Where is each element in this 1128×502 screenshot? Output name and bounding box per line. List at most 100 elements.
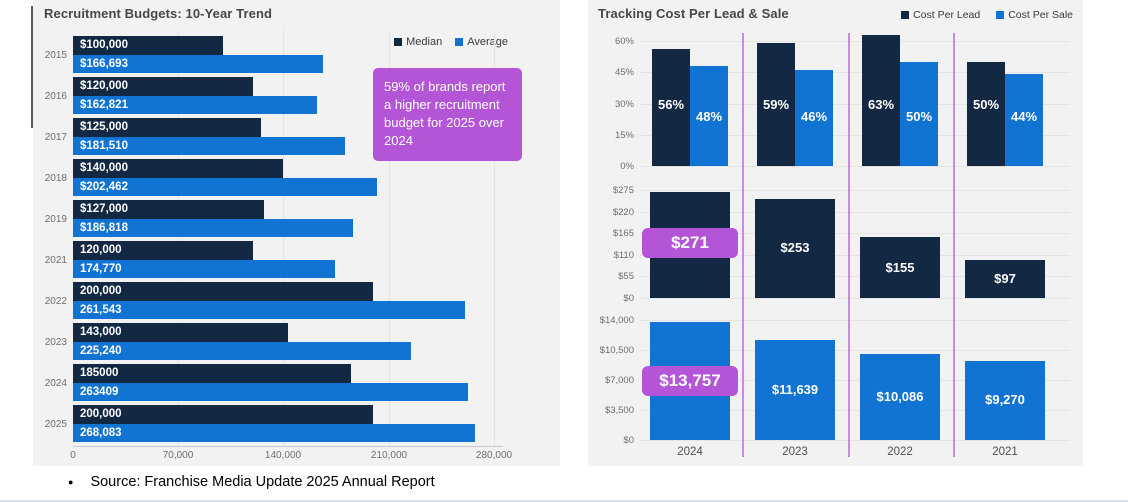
legend-label: Average — [467, 36, 508, 48]
bar-value-label: 263409 — [80, 385, 119, 398]
gridline — [494, 30, 495, 446]
year-label: 2015 — [44, 49, 67, 61]
left-chart-title: Recruitment Budgets: 10-Year Trend — [44, 6, 273, 21]
x-category-label: 2021 — [992, 446, 1018, 458]
right-chart-legend: Cost Per Lead Cost Per Sale — [901, 9, 1073, 21]
cost-per-lead-sale-chart: Tracking Cost Per Lead & Sale Cost Per L… — [588, 0, 1083, 466]
bar-value-label: 63% — [867, 97, 895, 112]
gridline — [389, 30, 390, 446]
source-text: Source: Franchise Media Update 2025 Annu… — [90, 474, 435, 490]
bar-median-2019 — [73, 200, 264, 219]
x-tick-label: 280,000 — [475, 450, 513, 461]
bar-value-label: 261,543 — [80, 303, 122, 316]
bar-value-label: $253 — [780, 240, 810, 256]
bar-median-2022 — [73, 282, 373, 301]
legend-item-median: Median — [394, 36, 442, 48]
bar-value-label: $11,639 — [771, 382, 819, 398]
bar-value-label: $100,000 — [80, 39, 128, 51]
bar-lead-2023 — [757, 43, 795, 166]
bar-value-label: $202,462 — [80, 180, 128, 193]
y-tick-label: $165 — [612, 228, 634, 240]
year-label: 2025 — [44, 418, 67, 430]
bar-value-label: $181,510 — [80, 139, 128, 152]
bar-median-2024 — [73, 364, 351, 383]
legend-label: Median — [406, 36, 443, 48]
bar-average-2017 — [73, 136, 346, 155]
bar-value-label: 50% — [972, 97, 1000, 112]
legend-swatch-icon — [394, 38, 403, 46]
x-tick-label: 0 — [70, 450, 76, 461]
y-tick-label: $55 — [618, 271, 634, 283]
x-axis-line — [73, 446, 503, 447]
bar-value-label: 225,240 — [80, 344, 122, 357]
bar-value-label: 200,000 — [80, 285, 122, 297]
bar-value-label: $120,000 — [80, 80, 128, 92]
bar-value-label: $162,821 — [80, 98, 128, 111]
y-tick-label: 0% — [620, 161, 634, 172]
gridline — [640, 190, 1070, 191]
source-note: ● Source: Franchise Media Update 2025 An… — [68, 474, 435, 490]
bar-average-2015 — [73, 54, 324, 73]
bar-average-2022 — [73, 300, 466, 319]
bar-lead-2021 — [967, 61, 1005, 166]
bar-average-2025 — [73, 423, 476, 442]
year-label: 2024 — [44, 377, 67, 389]
bar-average-2023 — [73, 341, 411, 360]
bar-median-2021 — [73, 241, 253, 260]
gridline — [283, 30, 284, 446]
y-tick-label: $275 — [612, 185, 634, 196]
bar-value-label: $155 — [885, 259, 915, 275]
x-tick-label: 210,000 — [370, 450, 408, 461]
y-tick-label: $110 — [613, 249, 634, 261]
y-tick-label: $10,500 — [599, 345, 634, 356]
bar-cost-per-lead-dollars-2021 — [965, 259, 1045, 298]
x-tick-label: 70,000 — [162, 450, 194, 461]
gridline — [640, 233, 1070, 235]
gridline — [640, 320, 1070, 321]
bar-value-label: $186,818 — [80, 221, 128, 234]
bar-value-label: $125,000 — [80, 121, 128, 133]
bar-median-2023 — [73, 323, 288, 342]
bar-average-2019 — [73, 218, 354, 237]
gridline — [640, 41, 1070, 42]
bar-median-2018 — [73, 159, 283, 178]
legend-label: Cost Per Lead — [913, 9, 981, 21]
bar-cost-per-sale-dollars-2023 — [755, 340, 835, 440]
bar-sale-2023 — [795, 70, 833, 166]
bar-cost-per-lead-dollars-2022 — [860, 237, 940, 298]
bar-value-label: $140,000 — [80, 162, 128, 174]
bar-median-2025 — [73, 405, 373, 424]
bar-sale-2022 — [900, 61, 938, 166]
gridline — [640, 254, 1070, 256]
bar-value-label: 174,770 — [80, 262, 122, 275]
x-tick-label: 140,000 — [264, 450, 302, 461]
bar-value-label: 56% — [657, 97, 685, 112]
bar-value-label: 59% — [762, 97, 790, 112]
y-tick-label: 15% — [614, 129, 634, 141]
highlight-badge: $13,757 — [642, 366, 738, 396]
bar-median-2017 — [73, 118, 261, 137]
year-label: 2018 — [44, 172, 67, 184]
gridline — [640, 298, 1070, 299]
gridline — [640, 134, 1070, 136]
y-tick-label: 30% — [614, 98, 634, 110]
bar-sale-2021 — [1005, 74, 1043, 166]
cost-chart-plot: 60% 45% 30% 15% 0% $275 $220 $165 $110 $55 $0 $14,0… — [588, 0, 1083, 466]
year-label: 2019 — [44, 213, 67, 225]
bullet-icon: ● — [68, 476, 74, 487]
legend-item-average: Average — [455, 36, 508, 48]
year-label: 2016 — [44, 90, 67, 102]
year-label: 2021 — [44, 254, 67, 266]
gridline — [640, 211, 1070, 213]
left-edge-artifact-line — [31, 6, 33, 128]
gridline — [640, 410, 1070, 411]
x-category-label: 2024 — [677, 446, 703, 458]
bar-value-label: $127,000 — [80, 203, 128, 215]
y-tick-label: $3,500 — [604, 405, 634, 416]
left-chart-legend: Median Average — [358, 36, 508, 48]
recruitment-chart-plot: 0 70,000 140,000 210,000 280,000 2015 $100,000… — [33, 0, 560, 466]
bar-value-label: $10,086 — [876, 388, 924, 404]
gridline — [640, 72, 1070, 74]
gridline — [640, 276, 1070, 278]
